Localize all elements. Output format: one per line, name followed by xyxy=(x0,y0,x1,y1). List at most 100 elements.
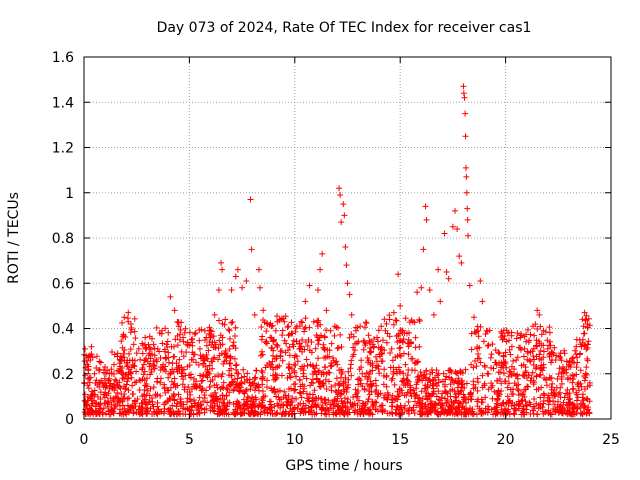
data-point xyxy=(192,330,199,337)
data-point xyxy=(121,314,128,321)
data-point xyxy=(404,389,411,396)
data-point xyxy=(538,356,545,363)
data-point xyxy=(281,388,288,395)
data-point xyxy=(335,403,342,410)
data-point xyxy=(301,346,308,353)
data-point xyxy=(583,346,590,353)
data-point xyxy=(401,405,408,412)
data-point xyxy=(336,185,343,192)
data-point xyxy=(500,370,507,377)
data-point xyxy=(369,367,376,374)
data-point xyxy=(240,389,247,396)
y-tick-label: 1.6 xyxy=(52,50,74,66)
data-point xyxy=(226,335,233,342)
data-point xyxy=(119,402,126,409)
data-point xyxy=(326,378,333,385)
data-point xyxy=(270,336,277,343)
data-point xyxy=(421,371,428,378)
data-point xyxy=(87,357,94,364)
data-point xyxy=(228,372,235,379)
data-point xyxy=(186,329,193,336)
data-point xyxy=(483,327,490,334)
data-point xyxy=(574,394,581,401)
data-point xyxy=(413,381,420,388)
data-point xyxy=(294,358,301,365)
data-point xyxy=(259,348,266,355)
data-point xyxy=(211,389,218,396)
data-point xyxy=(538,384,545,391)
data-point xyxy=(326,347,333,354)
data-point xyxy=(450,399,457,406)
data-point xyxy=(299,319,306,326)
data-point xyxy=(565,361,572,368)
data-point xyxy=(251,387,258,394)
data-point xyxy=(191,331,198,338)
data-point xyxy=(81,409,88,416)
y-tick-label: 1.2 xyxy=(52,141,74,157)
data-point xyxy=(119,395,126,402)
data-point xyxy=(487,354,494,361)
data-point xyxy=(93,353,100,360)
data-point xyxy=(443,373,450,380)
data-point xyxy=(313,410,320,417)
data-point xyxy=(138,404,145,411)
data-point xyxy=(404,340,411,347)
data-point xyxy=(210,355,217,362)
data-point xyxy=(345,381,352,388)
data-point xyxy=(114,389,121,396)
data-point xyxy=(228,379,235,386)
data-point xyxy=(174,400,181,407)
data-point xyxy=(520,409,527,416)
data-point xyxy=(468,330,475,337)
y-tick-label: 0.2 xyxy=(52,367,74,383)
data-point xyxy=(85,376,92,383)
data-point xyxy=(322,354,329,361)
data-point xyxy=(583,312,590,319)
data-point xyxy=(521,386,528,393)
data-point xyxy=(461,94,468,101)
data-point xyxy=(230,387,237,394)
data-point xyxy=(207,392,214,399)
data-point xyxy=(514,330,521,337)
data-point xyxy=(292,362,299,369)
data-point xyxy=(531,395,538,402)
data-point xyxy=(324,407,331,414)
data-point xyxy=(127,346,134,353)
data-point xyxy=(179,366,186,373)
data-point xyxy=(302,315,309,322)
data-point xyxy=(417,408,424,415)
data-point xyxy=(207,407,214,414)
data-point xyxy=(97,359,104,366)
data-point xyxy=(297,390,304,397)
y-tick-labels: 0 0.2 0.4 0.6 0.8 1 1.2 1.4 1.6 xyxy=(52,50,74,428)
data-point xyxy=(328,362,335,369)
data-point xyxy=(188,336,195,343)
data-point xyxy=(201,357,208,364)
data-point xyxy=(480,338,487,345)
data-point xyxy=(478,399,485,406)
data-point xyxy=(209,376,216,383)
data-point xyxy=(239,284,246,291)
data-point xyxy=(90,390,97,397)
data-point xyxy=(264,384,271,391)
data-point xyxy=(555,370,562,377)
data-point xyxy=(535,386,542,393)
data-point xyxy=(251,311,258,318)
data-point xyxy=(372,406,379,413)
data-point xyxy=(157,366,164,373)
data-point xyxy=(292,380,299,387)
data-point xyxy=(390,309,397,316)
data-point xyxy=(187,371,194,378)
data-point xyxy=(584,357,591,364)
data-point xyxy=(315,337,322,344)
data-point xyxy=(554,404,561,411)
data-point xyxy=(344,384,351,391)
data-point xyxy=(553,352,560,359)
data-point xyxy=(139,376,146,383)
data-point xyxy=(358,357,365,364)
data-point xyxy=(400,350,407,357)
data-point xyxy=(494,377,501,384)
data-point xyxy=(165,359,172,366)
data-point xyxy=(231,386,238,393)
data-point xyxy=(166,395,173,402)
